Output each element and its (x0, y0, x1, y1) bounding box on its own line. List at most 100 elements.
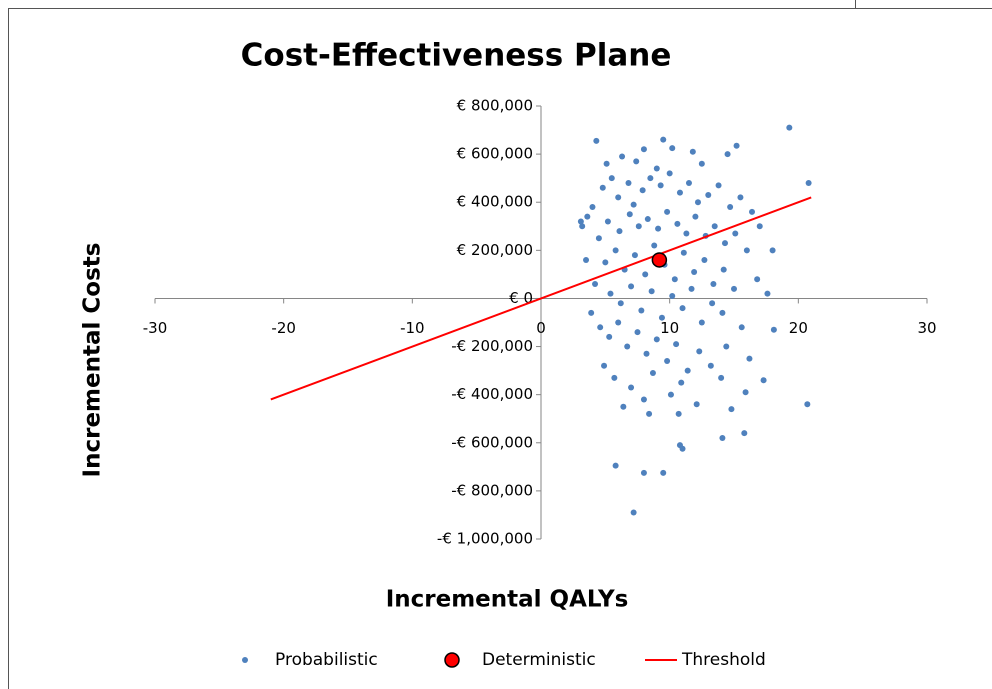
probabilistic-point (698, 319, 705, 326)
probabilistic-point (589, 204, 596, 211)
probabilistic-point (692, 213, 699, 220)
probabilistic-point (731, 285, 737, 292)
probabilistic-point (593, 137, 600, 144)
probabilistic-point (664, 208, 671, 215)
legend-label: Deterministic (482, 650, 596, 670)
probabilistic-point (579, 223, 586, 230)
probabilistic-point (599, 184, 606, 191)
probabilistic-point (642, 271, 649, 278)
probabilistic-point (635, 223, 642, 230)
probabilistic-point (630, 201, 637, 208)
probabilistic-point (683, 230, 690, 237)
probabilistic-point (719, 434, 726, 441)
probabilistic-point (604, 218, 611, 225)
probabilistic-point (718, 374, 725, 381)
probabilistic-point (658, 314, 665, 321)
probabilistic-point (721, 240, 728, 247)
probabilistic-point (719, 309, 726, 316)
probabilistic-point (675, 410, 682, 417)
probabilistic-point (698, 160, 705, 167)
probabilistic-point (602, 259, 609, 266)
probabilistic-point (727, 204, 734, 211)
probabilistic-point (669, 293, 676, 300)
probabilistic-point (694, 199, 701, 206)
probabilistic-point (705, 192, 712, 199)
probabilistic-point (648, 288, 655, 295)
y-axis-title: Incremental Costs (80, 243, 106, 478)
probabilistic-point (804, 401, 811, 408)
probabilistic-point (724, 151, 731, 158)
x-axis-title: Incremental QALYs (386, 587, 629, 613)
x-tick-label: 10 (660, 319, 679, 337)
probabilistic-point (664, 357, 671, 364)
probabilistic-point (628, 283, 635, 290)
probabilistic-point (597, 324, 604, 331)
probabilistic-point (633, 158, 640, 165)
probabilistic-point (720, 266, 727, 273)
probabilistic-point (611, 374, 618, 381)
probabilistic-point (684, 367, 691, 374)
probabilistic-point (749, 208, 756, 215)
probabilistic-point (608, 175, 615, 182)
probabilistic-point (595, 235, 602, 242)
probabilistic-point (588, 309, 595, 316)
probabilistic-point (805, 179, 812, 186)
legend-label: Threshold (681, 650, 766, 670)
probabilistic-point (673, 341, 680, 348)
probabilistic-point (615, 319, 622, 326)
probabilistic-point (619, 153, 626, 160)
probabilistic-point (756, 223, 763, 230)
probabilistic-point (606, 333, 613, 340)
legend-symbol (444, 652, 460, 668)
probabilistic-point (728, 406, 735, 413)
probabilistic-point (679, 445, 686, 452)
y-tick-label: -€ 200,000 (451, 337, 533, 355)
probabilistic-point (640, 469, 647, 476)
probabilistic-point (754, 276, 761, 283)
probabilistic-point (628, 384, 635, 391)
probabilistic-point (667, 391, 674, 398)
legend-label: Probabilistic (275, 650, 378, 670)
probabilistic-point (640, 146, 647, 153)
probabilistic-point (625, 179, 632, 186)
probabilistic-point (691, 268, 698, 275)
probabilistic-point (688, 285, 695, 292)
probabilistic-point (723, 343, 730, 350)
probabilistic-point (709, 300, 716, 307)
probabilistic-point (746, 355, 753, 362)
probabilistic-point (669, 145, 676, 152)
y-tick-label: -€ 600,000 (451, 433, 533, 451)
probabilistic-point (732, 230, 739, 237)
probabilistic-point (743, 247, 750, 254)
y-tick-label: € 400,000 (457, 193, 533, 211)
probabilistic-point (657, 182, 664, 189)
probabilistic-point (583, 256, 590, 263)
probabilistic-point (631, 252, 638, 259)
probabilistic-point (733, 142, 740, 149)
x-tick-label: 0 (536, 319, 546, 337)
legend-symbol (242, 657, 248, 663)
probabilistic-point (760, 377, 767, 384)
probabilistic-point (741, 430, 748, 437)
probabilistic-point (603, 160, 610, 167)
probabilistic-point (640, 396, 647, 403)
probabilistic-point (653, 165, 660, 172)
probabilistic-point (616, 228, 623, 235)
probabilistic-point (577, 218, 584, 225)
probabilistic-point (639, 187, 646, 194)
y-tick-label: -€ 400,000 (451, 385, 533, 403)
probabilistic-point (685, 179, 692, 186)
probabilistic-point (651, 242, 658, 249)
y-tick-label: -€ 800,000 (451, 481, 533, 499)
x-tick-label: -10 (400, 319, 425, 337)
probabilistic-point (592, 281, 599, 288)
probabilistic-point (630, 509, 637, 516)
y-tick-label: € 600,000 (457, 145, 533, 163)
probabilistic-point (689, 148, 696, 155)
probabilistic-point (742, 389, 749, 396)
probabilistic-point (643, 350, 650, 357)
probabilistic-point (660, 136, 667, 143)
probabilistic-point (738, 324, 745, 331)
probabilistic-point (655, 225, 662, 232)
